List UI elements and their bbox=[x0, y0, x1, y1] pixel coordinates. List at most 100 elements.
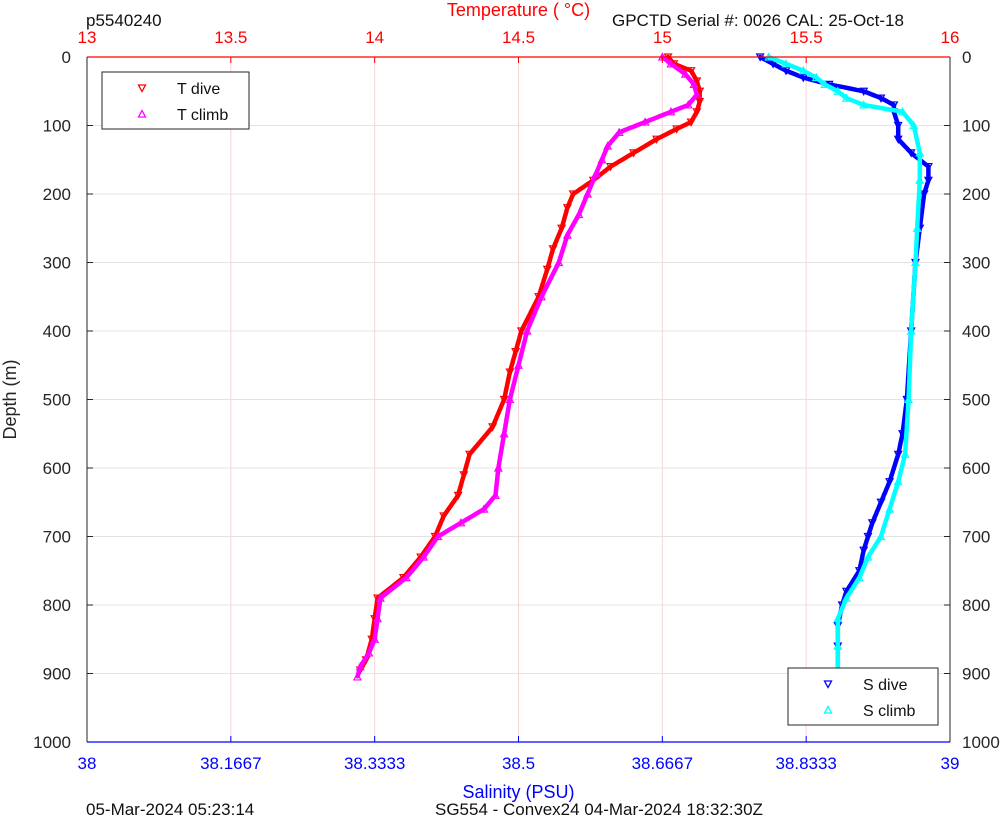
data-point bbox=[352, 672, 362, 681]
series-trace bbox=[355, 54, 699, 679]
legend-marker bbox=[823, 705, 833, 714]
legend-marker bbox=[823, 680, 833, 689]
data-point bbox=[833, 86, 843, 95]
salinity-tick-label: 38.6667 bbox=[632, 754, 693, 773]
depth-tick-label-left: 800 bbox=[43, 596, 71, 615]
data-point bbox=[511, 347, 521, 357]
data-point bbox=[554, 257, 564, 267]
temperature-tick-label: 15.5 bbox=[790, 28, 823, 47]
temperature-tick-label: 14 bbox=[365, 28, 384, 47]
depth-tick-label-right: 900 bbox=[962, 665, 990, 684]
data-point bbox=[505, 394, 515, 404]
depth-tick-label-left: 0 bbox=[62, 48, 71, 67]
data-point bbox=[909, 120, 919, 130]
data-point bbox=[695, 97, 705, 107]
data-point bbox=[672, 125, 682, 134]
depth-tick-label-left: 1000 bbox=[33, 733, 71, 752]
data-point bbox=[488, 423, 498, 432]
footer-mission: SG554 - Convex24 04-Mar-2024 18:32:30Z bbox=[435, 800, 763, 819]
depth-tick-label-right: 500 bbox=[962, 391, 990, 410]
series-s-climb bbox=[764, 52, 925, 678]
data-point bbox=[603, 141, 613, 150]
data-point bbox=[692, 77, 702, 86]
depth-tick-label-right: 700 bbox=[962, 528, 990, 547]
data-point bbox=[867, 519, 877, 528]
data-point bbox=[597, 154, 607, 164]
data-point bbox=[923, 176, 933, 186]
data-point bbox=[919, 190, 929, 199]
temperature-tick-label: 13.5 bbox=[214, 28, 247, 47]
depth-tick-label-left: 400 bbox=[43, 322, 71, 341]
depth-tick-label-left: 700 bbox=[43, 528, 71, 547]
data-point bbox=[781, 59, 791, 68]
data-point bbox=[692, 108, 702, 117]
data-point bbox=[811, 72, 821, 82]
data-point bbox=[912, 223, 922, 232]
data-point bbox=[499, 395, 509, 405]
temperature-axis-title: Temperature ( °C) bbox=[447, 0, 590, 20]
data-point bbox=[863, 532, 873, 542]
data-point bbox=[568, 190, 578, 199]
data-point bbox=[370, 634, 380, 643]
data-point bbox=[686, 67, 696, 76]
data-point bbox=[439, 512, 449, 521]
axes: 0 0 100 100 200 200 300 300 400 400 500 500 600 600 70… bbox=[0, 0, 1000, 802]
salinity-tick-label: 38.1667 bbox=[200, 754, 261, 773]
data-point bbox=[493, 463, 503, 472]
series-trace bbox=[757, 54, 931, 676]
data-point bbox=[841, 593, 851, 602]
data-point bbox=[629, 149, 639, 158]
data-point bbox=[640, 117, 650, 126]
temperature-tick-label: 14.5 bbox=[502, 28, 535, 47]
data-point bbox=[893, 121, 903, 131]
data-point bbox=[652, 135, 662, 144]
data-series bbox=[352, 52, 933, 681]
data-point bbox=[562, 230, 572, 239]
depth-tick-label-left: 600 bbox=[43, 459, 71, 478]
series-trace bbox=[766, 54, 923, 676]
data-point bbox=[574, 209, 584, 219]
data-point bbox=[798, 73, 808, 83]
data-point bbox=[915, 148, 925, 157]
data-point bbox=[900, 449, 910, 458]
data-point bbox=[614, 127, 624, 136]
legend-label: T dive bbox=[177, 81, 220, 98]
data-point bbox=[479, 504, 489, 513]
data-point bbox=[898, 107, 908, 116]
salinity-tick-label: 38.3333 bbox=[344, 754, 405, 773]
data-point bbox=[562, 204, 572, 213]
data-point bbox=[453, 491, 463, 501]
data-point bbox=[841, 93, 851, 102]
legend-marker bbox=[137, 109, 147, 118]
depth-tick-label-right: 0 bbox=[962, 48, 971, 67]
data-point bbox=[499, 428, 509, 438]
data-point bbox=[516, 327, 526, 336]
legend-box bbox=[101, 71, 250, 130]
data-point bbox=[456, 518, 466, 527]
depth-tick-label-right: 600 bbox=[962, 459, 990, 478]
series-s-dive bbox=[755, 53, 933, 679]
data-point bbox=[591, 168, 601, 178]
data-point bbox=[666, 59, 676, 68]
grid bbox=[86, 56, 951, 743]
data-point bbox=[885, 478, 895, 487]
legends: T dive T climb S dive S climb bbox=[101, 71, 939, 726]
data-point bbox=[505, 368, 515, 377]
data-point bbox=[490, 490, 500, 499]
data-point bbox=[889, 101, 899, 110]
data-point bbox=[355, 661, 365, 671]
data-point bbox=[692, 89, 702, 99]
data-point bbox=[876, 498, 886, 508]
data-point bbox=[893, 450, 903, 460]
depth-tick-label-left: 300 bbox=[43, 254, 71, 273]
data-point bbox=[433, 531, 443, 541]
data-point bbox=[904, 394, 914, 404]
data-point bbox=[666, 107, 676, 116]
data-point bbox=[373, 613, 383, 623]
footer-timestamp: 05-Mar-2024 05:23:14 bbox=[86, 800, 255, 819]
depth-tick-label-right: 400 bbox=[962, 322, 990, 341]
temperature-tick-label: 13 bbox=[78, 28, 97, 47]
data-point bbox=[906, 149, 916, 158]
data-point bbox=[513, 360, 524, 369]
data-point bbox=[375, 593, 385, 602]
